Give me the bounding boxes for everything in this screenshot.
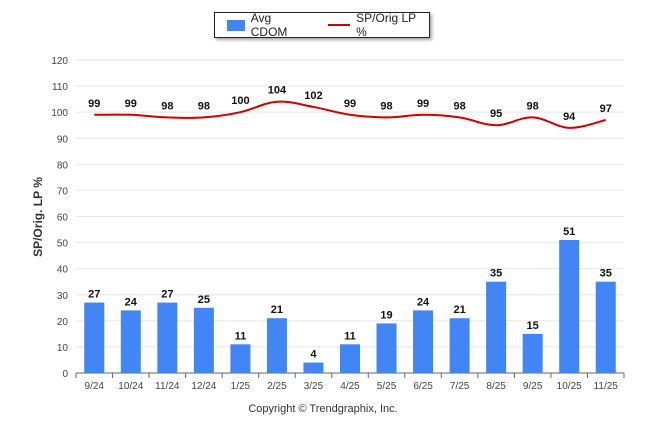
legend-line-swatch (328, 24, 351, 26)
bar-data-label: 21 (271, 304, 283, 316)
line-data-label: 102 (304, 90, 322, 102)
x-tick-label: 5/25 (377, 381, 397, 392)
bar-data-label: 27 (88, 289, 100, 301)
bar-data-label: 27 (161, 289, 173, 301)
bar (376, 323, 397, 373)
line-data-label: 98 (161, 100, 173, 112)
bar-data-label: 35 (490, 268, 502, 280)
bar (559, 239, 580, 373)
x-tick-label: 9/24 (85, 381, 105, 392)
y-tick-label: 10 (57, 343, 69, 354)
bar (157, 302, 178, 373)
x-tick-label: 11/25 (594, 381, 619, 392)
bar (84, 302, 105, 373)
bar-data-label: 35 (600, 268, 612, 280)
bar-data-label: 11 (235, 330, 247, 342)
line-data-label: 100 (231, 95, 249, 107)
legend-item-sp-orig-lp: SP/Orig LP % (310, 11, 429, 39)
y-tick-label: 50 (57, 239, 69, 250)
line-data-label: 98 (527, 100, 539, 112)
y-tick-label: 20 (57, 317, 69, 328)
line-data-label: 95 (490, 108, 502, 120)
line-data-label: 99 (88, 98, 100, 110)
bar-data-label: 24 (417, 296, 430, 308)
bar (230, 344, 251, 373)
bar (120, 310, 141, 373)
y-tick-label: 90 (57, 134, 69, 145)
y-tick-label: 0 (62, 369, 68, 380)
x-tick-label: 9/25 (523, 381, 543, 392)
bar (595, 281, 616, 373)
bar-data-label: 15 (527, 320, 539, 332)
y-tick-label: 40 (57, 265, 69, 276)
legend-bar-swatch (227, 19, 245, 31)
line-data-label: 99 (417, 98, 429, 110)
bar (449, 318, 470, 373)
y-tick-label: 70 (57, 186, 69, 197)
x-tick-label: 8/25 (486, 381, 506, 392)
x-tick-label: 12/24 (191, 381, 216, 392)
legend-item-avg-cdom: Avg CDOM (215, 11, 310, 39)
line-data-label: 99 (125, 98, 137, 110)
bar-data-label: 24 (125, 296, 138, 308)
x-tick-label: 1/25 (231, 381, 251, 392)
x-tick-label: 7/25 (450, 381, 470, 392)
y-tick-label: 110 (52, 82, 68, 93)
y-tick-label: 30 (57, 291, 69, 302)
bar (266, 318, 287, 373)
x-tick-label: 4/25 (340, 381, 360, 392)
y-tick-label: 100 (51, 108, 68, 119)
y-tick-label: 60 (57, 213, 69, 224)
bar-data-label: 4 (310, 349, 317, 361)
legend-line-label: SP/Orig LP % (356, 11, 416, 39)
line-data-label: 94 (563, 111, 576, 123)
line-data-label: 98 (453, 100, 465, 112)
bar-data-label: 51 (563, 226, 575, 238)
bar (486, 281, 507, 373)
line-data-label: 98 (198, 100, 210, 112)
line-series-sp-orig-lp (94, 100, 606, 129)
x-tick-label: 10/24 (118, 381, 143, 392)
y-tick-label: 120 (51, 56, 68, 67)
line-data-label: 98 (380, 100, 392, 112)
line-data-label: 104 (268, 85, 287, 97)
line-data-label: 99 (344, 98, 356, 110)
bar (193, 307, 214, 373)
x-tick-label: 2/25 (267, 381, 287, 392)
bar-data-label: 11 (344, 330, 356, 342)
chart-legend: Avg CDOM SP/Orig LP % (214, 11, 430, 39)
x-tick-label: 11/24 (155, 381, 180, 392)
y-tick-label: 80 (57, 160, 69, 171)
x-tick-label: 10/25 (557, 381, 582, 392)
bar (522, 333, 543, 373)
line-data-label: 97 (600, 103, 612, 115)
x-tick-label: 6/25 (413, 381, 433, 392)
bar-data-label: 25 (198, 294, 210, 306)
bar (413, 310, 434, 373)
bar (303, 362, 324, 373)
copyright-text: Copyright © Trendgraphix, Inc. (248, 403, 398, 415)
x-tick-label: 3/25 (304, 381, 324, 392)
legend-bar-label: Avg CDOM (250, 11, 288, 39)
bar-data-label: 19 (380, 309, 392, 321)
bar-data-label: 21 (453, 304, 465, 316)
bar (340, 344, 360, 373)
